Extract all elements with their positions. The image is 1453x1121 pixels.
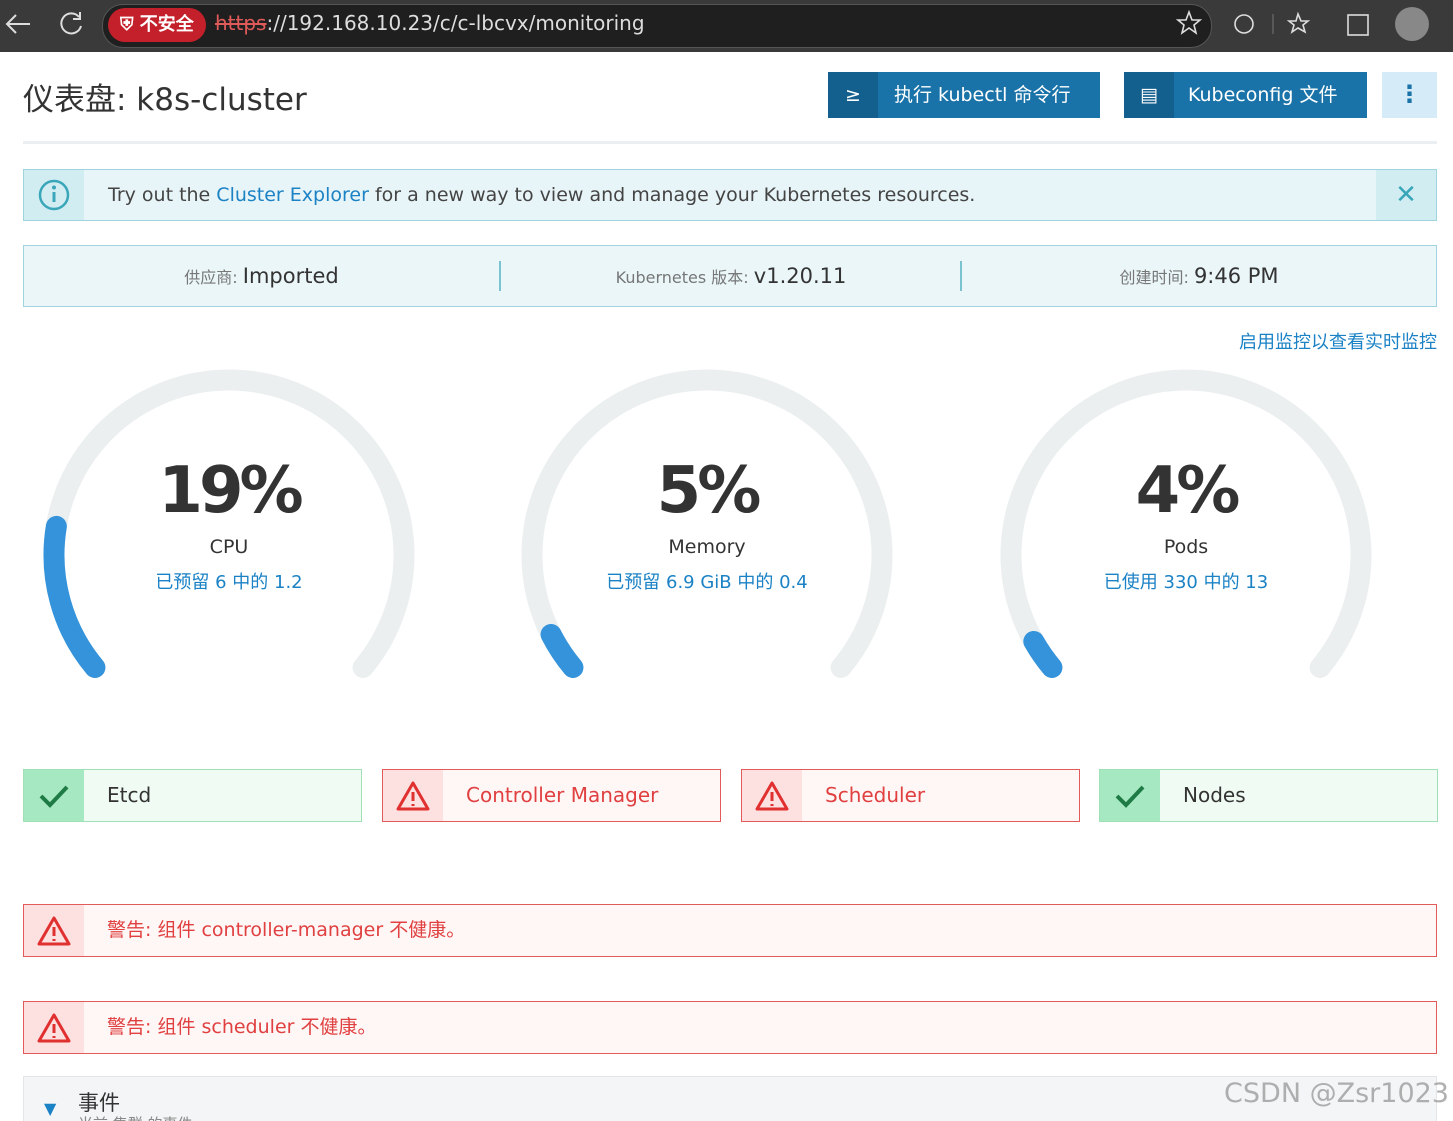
url-rest: ://192.168.10.23/c/c-lbcvx/monitoring	[266, 11, 645, 35]
alert: 警告: 组件 scheduler 不健康。	[23, 1001, 1437, 1054]
check	[1115, 785, 1145, 808]
gauge-detail: 已预留 6 中的 1.2	[155, 572, 302, 593]
component-status: Nodes	[1099, 769, 1438, 822]
component-name: Etcd	[107, 783, 152, 807]
gauge-percent: 5%	[657, 454, 761, 528]
info-item: Kubernetes 版本: v1.20.11	[501, 246, 961, 308]
component-name: Scheduler	[825, 783, 926, 807]
warning	[755, 781, 789, 811]
warning	[396, 781, 430, 811]
banner-before: Try out the	[108, 184, 211, 206]
info-banner: Try out the Cluster Explorer for a new w…	[23, 169, 1437, 221]
security-text: 不安全	[139, 14, 194, 35]
info-value: Imported	[242, 264, 339, 288]
more-button[interactable]: ⋮	[1382, 72, 1437, 118]
collections[interactable]	[1347, 14, 1369, 36]
url-scheme: https	[215, 11, 267, 35]
status-icon	[755, 781, 789, 811]
button-icon: ▤	[1124, 72, 1174, 118]
warning	[37, 916, 71, 946]
nav-icons	[5, 12, 82, 35]
info-value: v1.20.11	[753, 264, 847, 288]
warning-icon	[37, 916, 71, 946]
info-item: 供应商: Imported	[24, 246, 499, 308]
status-icon	[396, 781, 430, 811]
gauge-fill	[540, 623, 584, 678]
gauge-detail: 已预留 6.9 GiB 中的 0.4	[606, 572, 807, 593]
alert-text: 警告: 组件 controller-manager 不健康。	[107, 919, 466, 941]
info-label: Kubernetes 版本:	[615, 268, 749, 287]
alert-text: 警告: 组件 scheduler 不健康。	[107, 1016, 377, 1038]
info-item: 创建时间: 9:46 PM	[962, 246, 1436, 308]
address-bar[interactable]	[102, 4, 1212, 48]
gauge-name: Memory	[668, 536, 745, 558]
gauge-percent: 19%	[158, 454, 302, 528]
status-icon	[1115, 785, 1145, 808]
component-name: Controller Manager	[466, 783, 659, 807]
status-icon	[39, 785, 69, 808]
reload[interactable]	[60, 12, 82, 35]
gauge-name: CPU	[210, 536, 249, 558]
gauge-fill	[1023, 630, 1063, 678]
separator	[499, 261, 501, 291]
events-panel: ▼ 事件 当前 集群 的事件	[23, 1076, 1437, 1121]
browser-bar: ⛨ 不安全 https://192.168.10.23/c/c-lbcvx/mo…	[0, 0, 1453, 52]
component-status: Scheduler	[741, 769, 1080, 822]
extensions[interactable]	[1234, 14, 1254, 34]
gauge-name: Pods	[1164, 536, 1208, 558]
alert: 警告: 组件 controller-manager 不健康。	[23, 904, 1437, 957]
banner-after: for a new way to view and manage your Ku…	[374, 184, 976, 206]
url: https://192.168.10.23/c/c-lbcvx/monitori…	[215, 11, 645, 35]
cluster-info: 供应商: Imported Kubernetes 版本: v1.20.11 创建…	[23, 245, 1437, 307]
events-subtitle: 当前 集群 的事件	[78, 1113, 193, 1121]
info-label: 供应商:	[184, 268, 238, 287]
banner-text: Try out the Cluster Explorer for a new w…	[108, 170, 975, 220]
button-label: Kubeconfig 文件	[1188, 84, 1338, 106]
check	[39, 785, 69, 808]
gauge-fill	[43, 515, 106, 678]
gauge-track	[521, 369, 893, 678]
watermark: CSDN @Zsr1023	[1224, 1078, 1449, 1109]
page-title: 仪表盘: k8s-cluster	[23, 82, 307, 118]
gauges: 19% CPU 已预留 6 中的 1.2 5% Memory 已预留 6.9 GiB 中的…	[43, 369, 1372, 678]
gauge-percent: 4%	[1136, 454, 1240, 528]
warning	[37, 1013, 71, 1043]
button-label: 执行 kubectl 命令行	[894, 84, 1071, 106]
info-value: 9:46 PM	[1193, 264, 1279, 288]
avatar[interactable]	[1395, 7, 1429, 41]
events-title: 事件	[78, 1091, 120, 1115]
component-name: Nodes	[1183, 783, 1246, 807]
warning-icon	[37, 1013, 71, 1043]
component-status: Etcd	[23, 769, 362, 822]
toolbar-icons	[1175, 7, 1429, 41]
favorites[interactable]	[1286, 11, 1311, 34]
back[interactable]	[5, 14, 30, 34]
component-status: Controller Manager	[382, 769, 721, 822]
expand-toggle[interactable]: ▼	[44, 1099, 57, 1118]
security-badge[interactable]: ⛨ 不安全	[108, 8, 206, 42]
banner-icon	[24, 170, 84, 220]
close-banner[interactable]: ✕	[1376, 170, 1436, 220]
gauge-detail: 已使用 330 中的 13	[1104, 572, 1268, 593]
banner-link[interactable]: Cluster Explorer	[216, 184, 369, 206]
star[interactable]	[1175, 9, 1203, 35]
info-label: 创建时间:	[1119, 268, 1189, 287]
button-icon: ≥	[828, 72, 878, 118]
kubectl-button[interactable]: ≥ 执行 kubectl 命令行	[828, 72, 1100, 118]
separator	[960, 261, 962, 291]
divider	[23, 141, 1437, 144]
gauge-track	[1000, 369, 1372, 678]
monitoring-link[interactable]: 启用监控以查看实时监控	[1239, 332, 1437, 353]
kubeconfig-button[interactable]: ▤ Kubeconfig 文件	[1124, 72, 1367, 118]
